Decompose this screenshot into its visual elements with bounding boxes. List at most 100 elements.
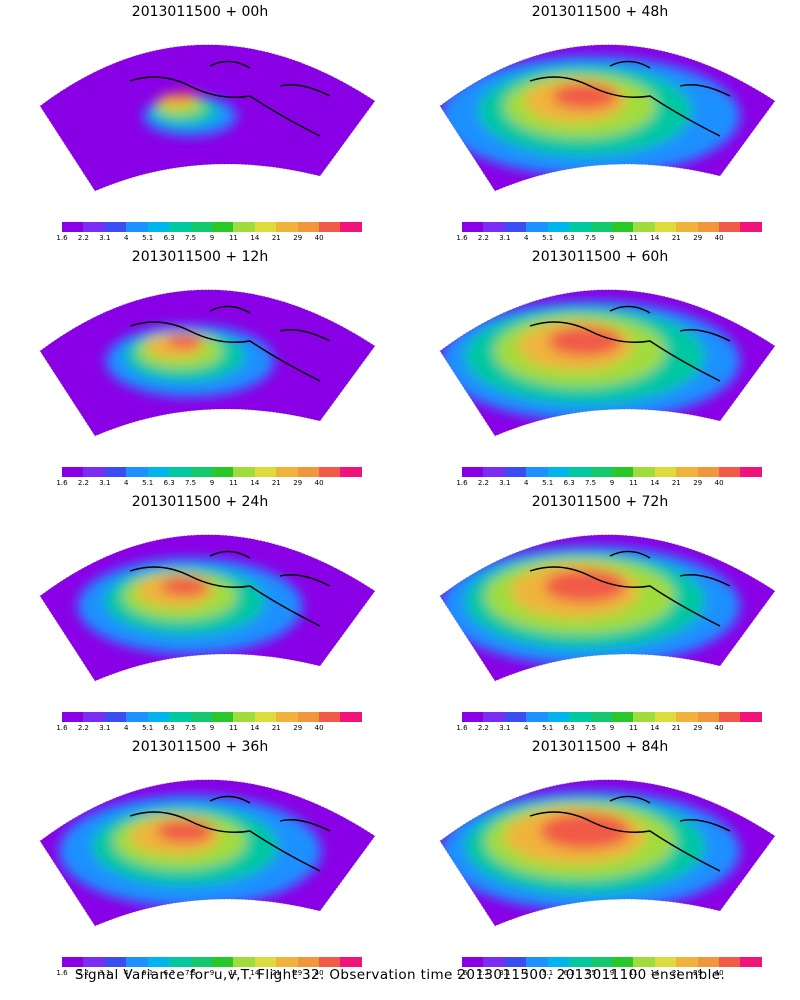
variance-contour xyxy=(552,82,618,110)
colorbar-segment xyxy=(483,957,505,967)
colorbar-segment xyxy=(740,222,762,232)
colorbar-segment xyxy=(147,712,170,722)
colorbar-label: 3.1 xyxy=(499,234,511,242)
colorbar-segment xyxy=(169,222,191,232)
map-panel: 2013011500 + 36h 1.6 2.2 3.1 4 5.1 6.3 7.5 9 11 14… xyxy=(0,735,400,980)
colorbar-label: 6.3 xyxy=(563,234,575,242)
colorbar-segment xyxy=(676,222,698,232)
colorbar xyxy=(462,957,762,967)
colorbar xyxy=(462,712,762,722)
colorbar-label: 5.1 xyxy=(542,234,554,242)
colorbar-label: 9 xyxy=(209,479,215,487)
colorbar-segment xyxy=(697,957,720,967)
colorbar-segment xyxy=(319,957,341,967)
map-panel: 2013011500 + 00h 1.6 2.2 3.1 4 5.1 6.3 7.5 9 11 14… xyxy=(0,0,400,245)
colorbar-label: 7.5 xyxy=(584,234,597,242)
colorbar-segment xyxy=(569,222,591,232)
colorbar-label: 21 xyxy=(271,234,281,242)
colorbar-segment xyxy=(462,712,484,722)
colorbar-labels: 1.6 2.2 3.1 4 5.1 6.3 7.5 9 11 14 21 29 40 xyxy=(456,234,762,244)
colorbar-segment xyxy=(611,467,634,477)
colorbar-label: 7.5 xyxy=(184,479,197,487)
colorbar-segment xyxy=(147,222,170,232)
colorbar-segment xyxy=(547,222,570,232)
colorbar-label: 7.5 xyxy=(184,724,197,732)
colorbar-label: 3.1 xyxy=(499,969,511,977)
colorbar-label: 5.1 xyxy=(542,969,554,977)
colorbar xyxy=(62,957,362,967)
colorbar-segment xyxy=(462,467,484,477)
panel-title: 2013011500 + 60h xyxy=(531,249,669,265)
colorbar-segment xyxy=(211,222,234,232)
colorbar-segment xyxy=(547,957,570,967)
colorbar-label: 11 xyxy=(228,724,238,732)
colorbar-label: 2.2 xyxy=(77,479,89,487)
coastline xyxy=(129,795,331,872)
colorbar-label: 14 xyxy=(250,724,260,732)
colorbar-labels: 1.6 2.2 3.1 4 5.1 6.3 7.5 9 11 14 21 29 40 xyxy=(56,724,362,734)
colorbar-label: 7.5 xyxy=(184,234,197,242)
colorbar xyxy=(62,712,362,722)
colorbar-segment xyxy=(83,712,105,722)
colorbar-labels: 1.6 2.2 3.1 4 5.1 6.3 7.5 9 11 14 21 29 40 xyxy=(456,479,762,489)
colorbar-segment xyxy=(611,222,634,232)
colorbar-segment xyxy=(190,957,212,967)
coastline xyxy=(529,550,731,627)
colorbar-segment xyxy=(104,957,127,967)
colorbar-segment xyxy=(297,957,320,967)
colorbar-label: 1.6 xyxy=(56,234,68,242)
colorbar-segment xyxy=(676,712,698,722)
colorbar-segment xyxy=(233,712,255,722)
colorbar-label: 21 xyxy=(271,479,281,487)
colorbar-segment xyxy=(483,712,505,722)
colorbar xyxy=(62,222,362,232)
colorbar-segment xyxy=(504,467,527,477)
colorbar-segment xyxy=(276,957,298,967)
colorbar-segment xyxy=(526,467,548,477)
colorbar-label: 5.1 xyxy=(542,479,554,487)
colorbar-label: 11 xyxy=(228,969,238,977)
colorbar-label: 7.5 xyxy=(184,969,197,977)
colorbar-label: 4 xyxy=(524,234,529,242)
colorbar-label: 14 xyxy=(250,234,260,242)
colorbar-label: 6.3 xyxy=(163,969,175,977)
colorbar-segment xyxy=(504,222,527,232)
colorbar-segment xyxy=(276,712,298,722)
colorbar-label: 29 xyxy=(293,234,303,242)
panel-title: 2013011500 + 24h xyxy=(131,494,269,510)
colorbar-label: 14 xyxy=(250,479,260,487)
colorbar-segment xyxy=(233,957,255,967)
colorbar-label: 29 xyxy=(293,479,303,487)
colorbar-label: 1.6 xyxy=(56,479,68,487)
map-panel: 2013011500 + 60h 1.6 2.2 3.1 4 5.1 6.3 7.5 9 11 14… xyxy=(400,245,800,490)
colorbar-segment xyxy=(297,712,320,722)
colorbar-segment xyxy=(633,467,655,477)
colorbar-label: 2.2 xyxy=(77,969,89,977)
panel-title: 2013011500 + 72h xyxy=(531,494,669,510)
colorbar-label: 6.3 xyxy=(163,724,175,732)
colorbar-label: 6.3 xyxy=(563,479,575,487)
panel-title: 2013011500 + 12h xyxy=(131,249,269,265)
variance-map xyxy=(439,534,776,682)
colorbar-segment xyxy=(126,222,148,232)
colorbar-label: 6.3 xyxy=(563,724,575,732)
colorbar-segment xyxy=(590,712,612,722)
colorbar-label: 9 xyxy=(609,969,615,977)
colorbar-segment xyxy=(126,467,148,477)
colorbar-label: 21 xyxy=(671,234,681,242)
variance-map xyxy=(39,779,376,927)
colorbar-segment xyxy=(719,467,741,477)
colorbar-label: 7.5 xyxy=(584,969,597,977)
colorbar-segment xyxy=(504,712,527,722)
panel-title: 2013011500 + 36h xyxy=(131,739,269,755)
figure-caption: Signal Variance for u,v,T. Flight 32. Ob… xyxy=(74,967,726,983)
colorbar-segment xyxy=(590,222,612,232)
colorbar-label: 29 xyxy=(293,969,303,977)
colorbar-segment xyxy=(633,222,655,232)
coastline xyxy=(129,60,331,137)
variance-map xyxy=(39,44,376,192)
colorbar-label: 1.6 xyxy=(56,724,68,732)
colorbar-segment xyxy=(569,957,591,967)
colorbar-segment xyxy=(740,712,762,722)
colorbar xyxy=(462,222,762,232)
